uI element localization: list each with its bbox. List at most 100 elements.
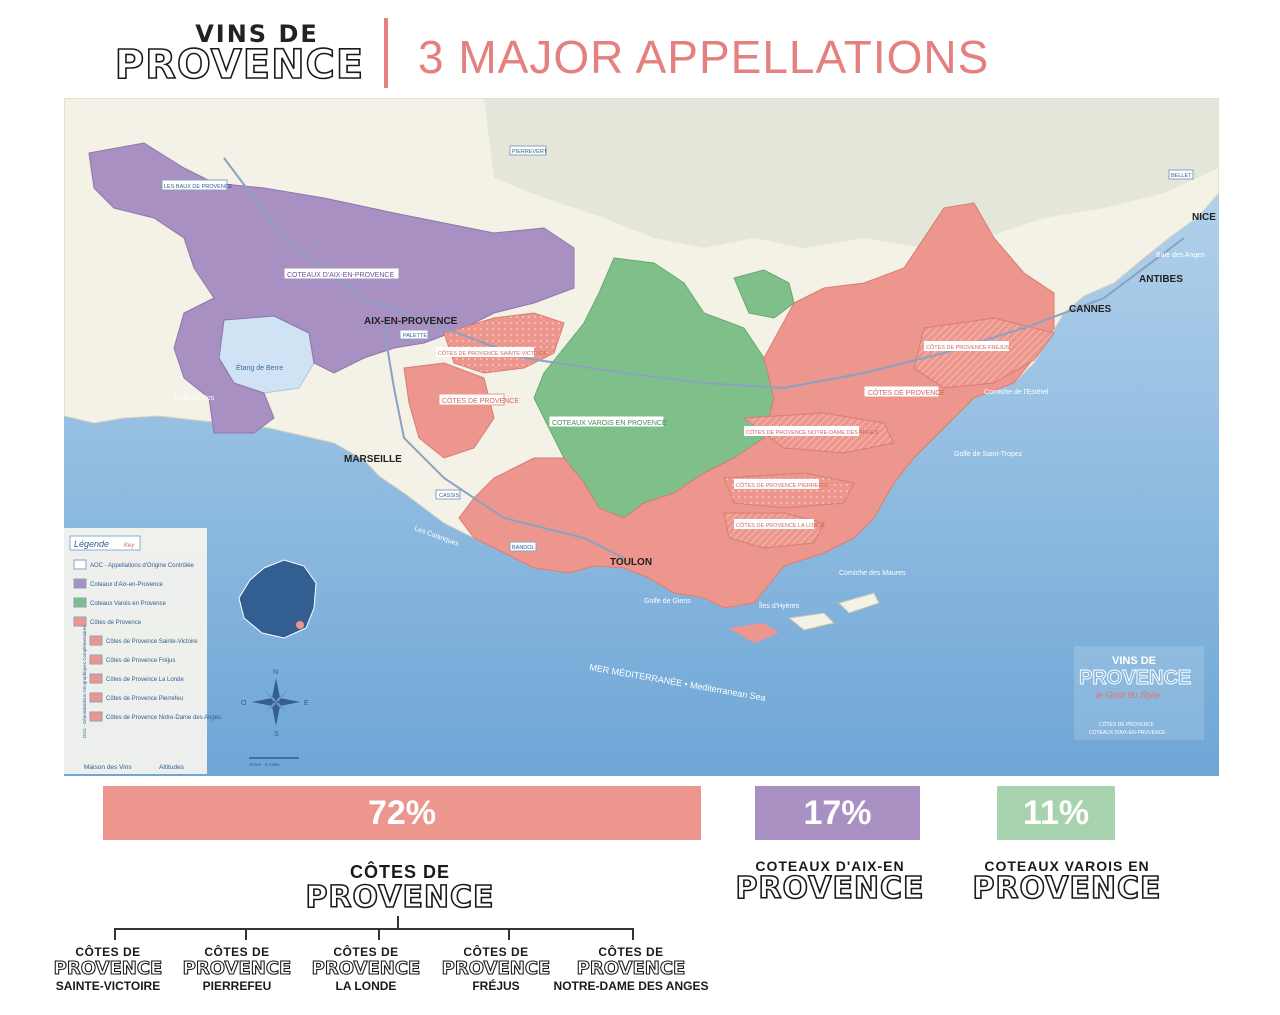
map-legend: Légende Key AOC - Appellations d'Origine…	[64, 528, 221, 774]
highway-south	[383, 327, 625, 559]
share-bar-cotes-de-provence: 72%	[103, 786, 701, 840]
svg-text:CÔTES DE PROVENCE NOTRE-DAME D: CÔTES DE PROVENCE NOTRE-DAME DES ANGES	[746, 429, 879, 436]
map-label-toulon: TOULON	[610, 557, 652, 568]
page-title: 3 MAJOR APPELLATIONS	[418, 31, 990, 83]
compass-n: N	[273, 669, 278, 676]
label-coteaux-aix: COTEAUX D'AIX-EN-PROVENCE	[283, 267, 400, 280]
appellation-varois-small: COTEAUX VAROIS EN	[984, 858, 1150, 874]
tree-drop-5	[632, 928, 634, 940]
svg-text:le Goût du Style: le Goût du Style	[1096, 690, 1160, 700]
legend-footer-altitudes: Altitudes	[159, 764, 185, 771]
label-notre-dame-des-anges: CÔTES DE PROVENCE NOTRE-DAME DES ANGES	[744, 426, 879, 436]
island-port-cros	[787, 612, 835, 631]
tree-drop-3	[378, 928, 380, 940]
svg-text:CASSIS: CASSIS	[439, 493, 460, 499]
legend-item-label: Côtes de Provence Notre-Dame des Anges	[106, 715, 221, 721]
header-divider	[384, 18, 388, 88]
compass-rose: N S E O	[241, 669, 309, 738]
map-label-antibes: ANTIBES	[1139, 274, 1183, 285]
sea-label-baie-des-anges: Baie des Anges	[1156, 252, 1205, 259]
map-label-cannes: CANNES	[1069, 304, 1112, 315]
svg-text:CÔTES DE PROVENCE LA LONDE: CÔTES DE PROVENCE LA LONDE	[736, 522, 825, 529]
island-levant	[838, 592, 880, 614]
legend-footer-maison: Maison des Vins	[84, 764, 132, 771]
svg-text:COTEAUX D'AIX-EN-PROVENCE: COTEAUX D'AIX-EN-PROVENCE	[287, 272, 394, 279]
legend-swatch	[89, 654, 103, 665]
svg-text:LES BAUX DE PROVENCE: LES BAUX DE PROVENCE	[164, 184, 233, 190]
logo-line2: PROVENCE	[114, 41, 365, 89]
legend-swatch	[73, 578, 87, 589]
svg-text:10 km · 6 miles: 10 km · 6 miles	[249, 762, 280, 767]
appellation-varois-big: PROVENCE	[972, 871, 1162, 906]
sea-label-st-tropez: Golfe de Saint-Tropez	[954, 451, 1023, 458]
svg-text:PALETTE: PALETTE	[403, 333, 427, 339]
label-palette: PALETTE	[399, 329, 429, 340]
sea-label-esterel: Corniche de l'Estérel	[984, 389, 1049, 396]
logo-line1: VINS DE	[195, 20, 319, 48]
sea-label-fos: Golfe de Fos	[174, 395, 215, 402]
share-bar-coteaux-varois: 11%	[997, 786, 1115, 840]
svg-text:PROVENCE: PROVENCE	[1079, 667, 1191, 689]
label-pierrevert: PIERREVERT	[509, 145, 548, 156]
legend-item-label: Côtes de Provence Fréjus	[106, 658, 175, 664]
sub-appellation-notre-dame-des-anges: CÔTES DE PROVENCE NOTRE-DAME DES ANGES	[553, 945, 709, 993]
legend-item-label: Côtes de Provence	[90, 620, 142, 626]
svg-text:BANDOL: BANDOL	[512, 545, 535, 551]
label-bandol: BANDOL	[509, 541, 537, 552]
legend-item-label: Coteaux Varois en Provence	[90, 601, 167, 607]
compass-e: E	[304, 700, 309, 707]
sub-appellation-frejus: CÔTES DE PROVENCE FRÉJUS	[441, 945, 551, 993]
tree-drop-2	[245, 928, 247, 940]
label-cotes-de-provence-east: CÔTES DE PROVENCE	[863, 385, 945, 398]
provence-marker	[296, 621, 304, 629]
svg-text:VINS DE: VINS DE	[1112, 655, 1156, 667]
svg-text:CÔTES DE PROVENCE: CÔTES DE PROVENCE	[868, 388, 945, 397]
label-bellet: BELLET	[1168, 169, 1194, 180]
legend-item-label: Côtes de Provence La Londe	[106, 677, 184, 683]
scale-bar: 10 km · 6 miles	[249, 757, 299, 767]
legend-item-label: Côtes de Provence Pierrefeu	[106, 696, 183, 702]
legend-dge-label: DGC - Dénominations Géographiques Complé…	[82, 625, 87, 738]
sea-label-hyeres: Îles d'Hyères	[758, 601, 800, 610]
appellation-aix-big: PROVENCE	[735, 871, 925, 906]
legend-swatch	[73, 616, 87, 627]
legend-item-label: Côtes de Provence Sainte-Victoire	[106, 639, 198, 645]
mountain-relief	[484, 98, 1219, 248]
svg-text:COTEAUX VAROIS EN PROVENCE: COTEAUX VAROIS EN PROVENCE	[552, 420, 667, 427]
svg-text:CÔTES DE PROVENCE: CÔTES DE PROVENCE	[1099, 721, 1155, 728]
share-bar-coteaux-aix: 17%	[755, 786, 920, 840]
zone-cotes-de-provence-west	[403, 362, 495, 459]
legend-swatch	[89, 635, 103, 646]
compass-o: O	[241, 700, 247, 707]
appellation-coteaux-aix: COTEAUX D'AIX-EN PROVENCE	[725, 858, 935, 904]
sub-appellation-pierrefeu: CÔTES DE PROVENCE PIERREFEU	[182, 945, 292, 993]
map-label-marseille: MARSEILLE	[344, 454, 402, 465]
share-label-cotes-de-provence: 72%	[367, 793, 437, 832]
watermark-logo: VINS DE PROVENCE le Goût du Style CÔTES …	[1074, 646, 1204, 740]
map-label-aix: AIX-EN-PROVENCE	[364, 316, 458, 327]
appellation-aix-small: COTEAUX D'AIX-EN	[755, 858, 905, 874]
sea-label-giens: Golfe de Giens	[644, 598, 691, 605]
legend-swatch	[89, 711, 103, 722]
share-label-coteaux-aix: 17%	[803, 793, 872, 832]
legend-swatch	[73, 559, 87, 570]
appellation-cotes-de-provence: CÔTES DE PROVENCE	[295, 862, 505, 913]
appellation-cdp-small: CÔTES DE	[349, 862, 450, 882]
label-la-londe: CÔTES DE PROVENCE LA LONDE	[734, 519, 825, 529]
label-pierrefeu: CÔTES DE PROVENCE PIERREFEU	[734, 479, 830, 489]
tree-drop-1	[114, 928, 116, 940]
highway	[223, 157, 1185, 390]
compass-s: S	[274, 731, 279, 738]
zone-sainte-victoire	[443, 312, 565, 374]
sub-appellation-sainte-victoire: CÔTES DE PROVENCE SAINTE-VICTOIRE	[53, 945, 163, 993]
appellations-map: AIX-EN-PROVENCE MARSEILLE TOULON NICE AN…	[64, 98, 1219, 776]
svg-text:CÔTES DE PROVENCE PIERREFEU: CÔTES DE PROVENCE PIERREFEU	[736, 482, 830, 489]
label-coteaux-varois: COTEAUX VAROIS EN PROVENCE	[548, 415, 667, 428]
legend-swatch	[73, 597, 87, 608]
legend-item-label: Coteaux d'Aix-en-Provence	[90, 582, 164, 588]
label-cotes-de-provence-west: CÔTES DE PROVENCE	[438, 393, 519, 406]
svg-text:PIERREVERT: PIERREVERT	[512, 149, 548, 155]
legend-swatch	[89, 692, 103, 703]
appellation-cdp-big: PROVENCE	[305, 880, 495, 915]
island-porquerolles	[729, 623, 779, 643]
